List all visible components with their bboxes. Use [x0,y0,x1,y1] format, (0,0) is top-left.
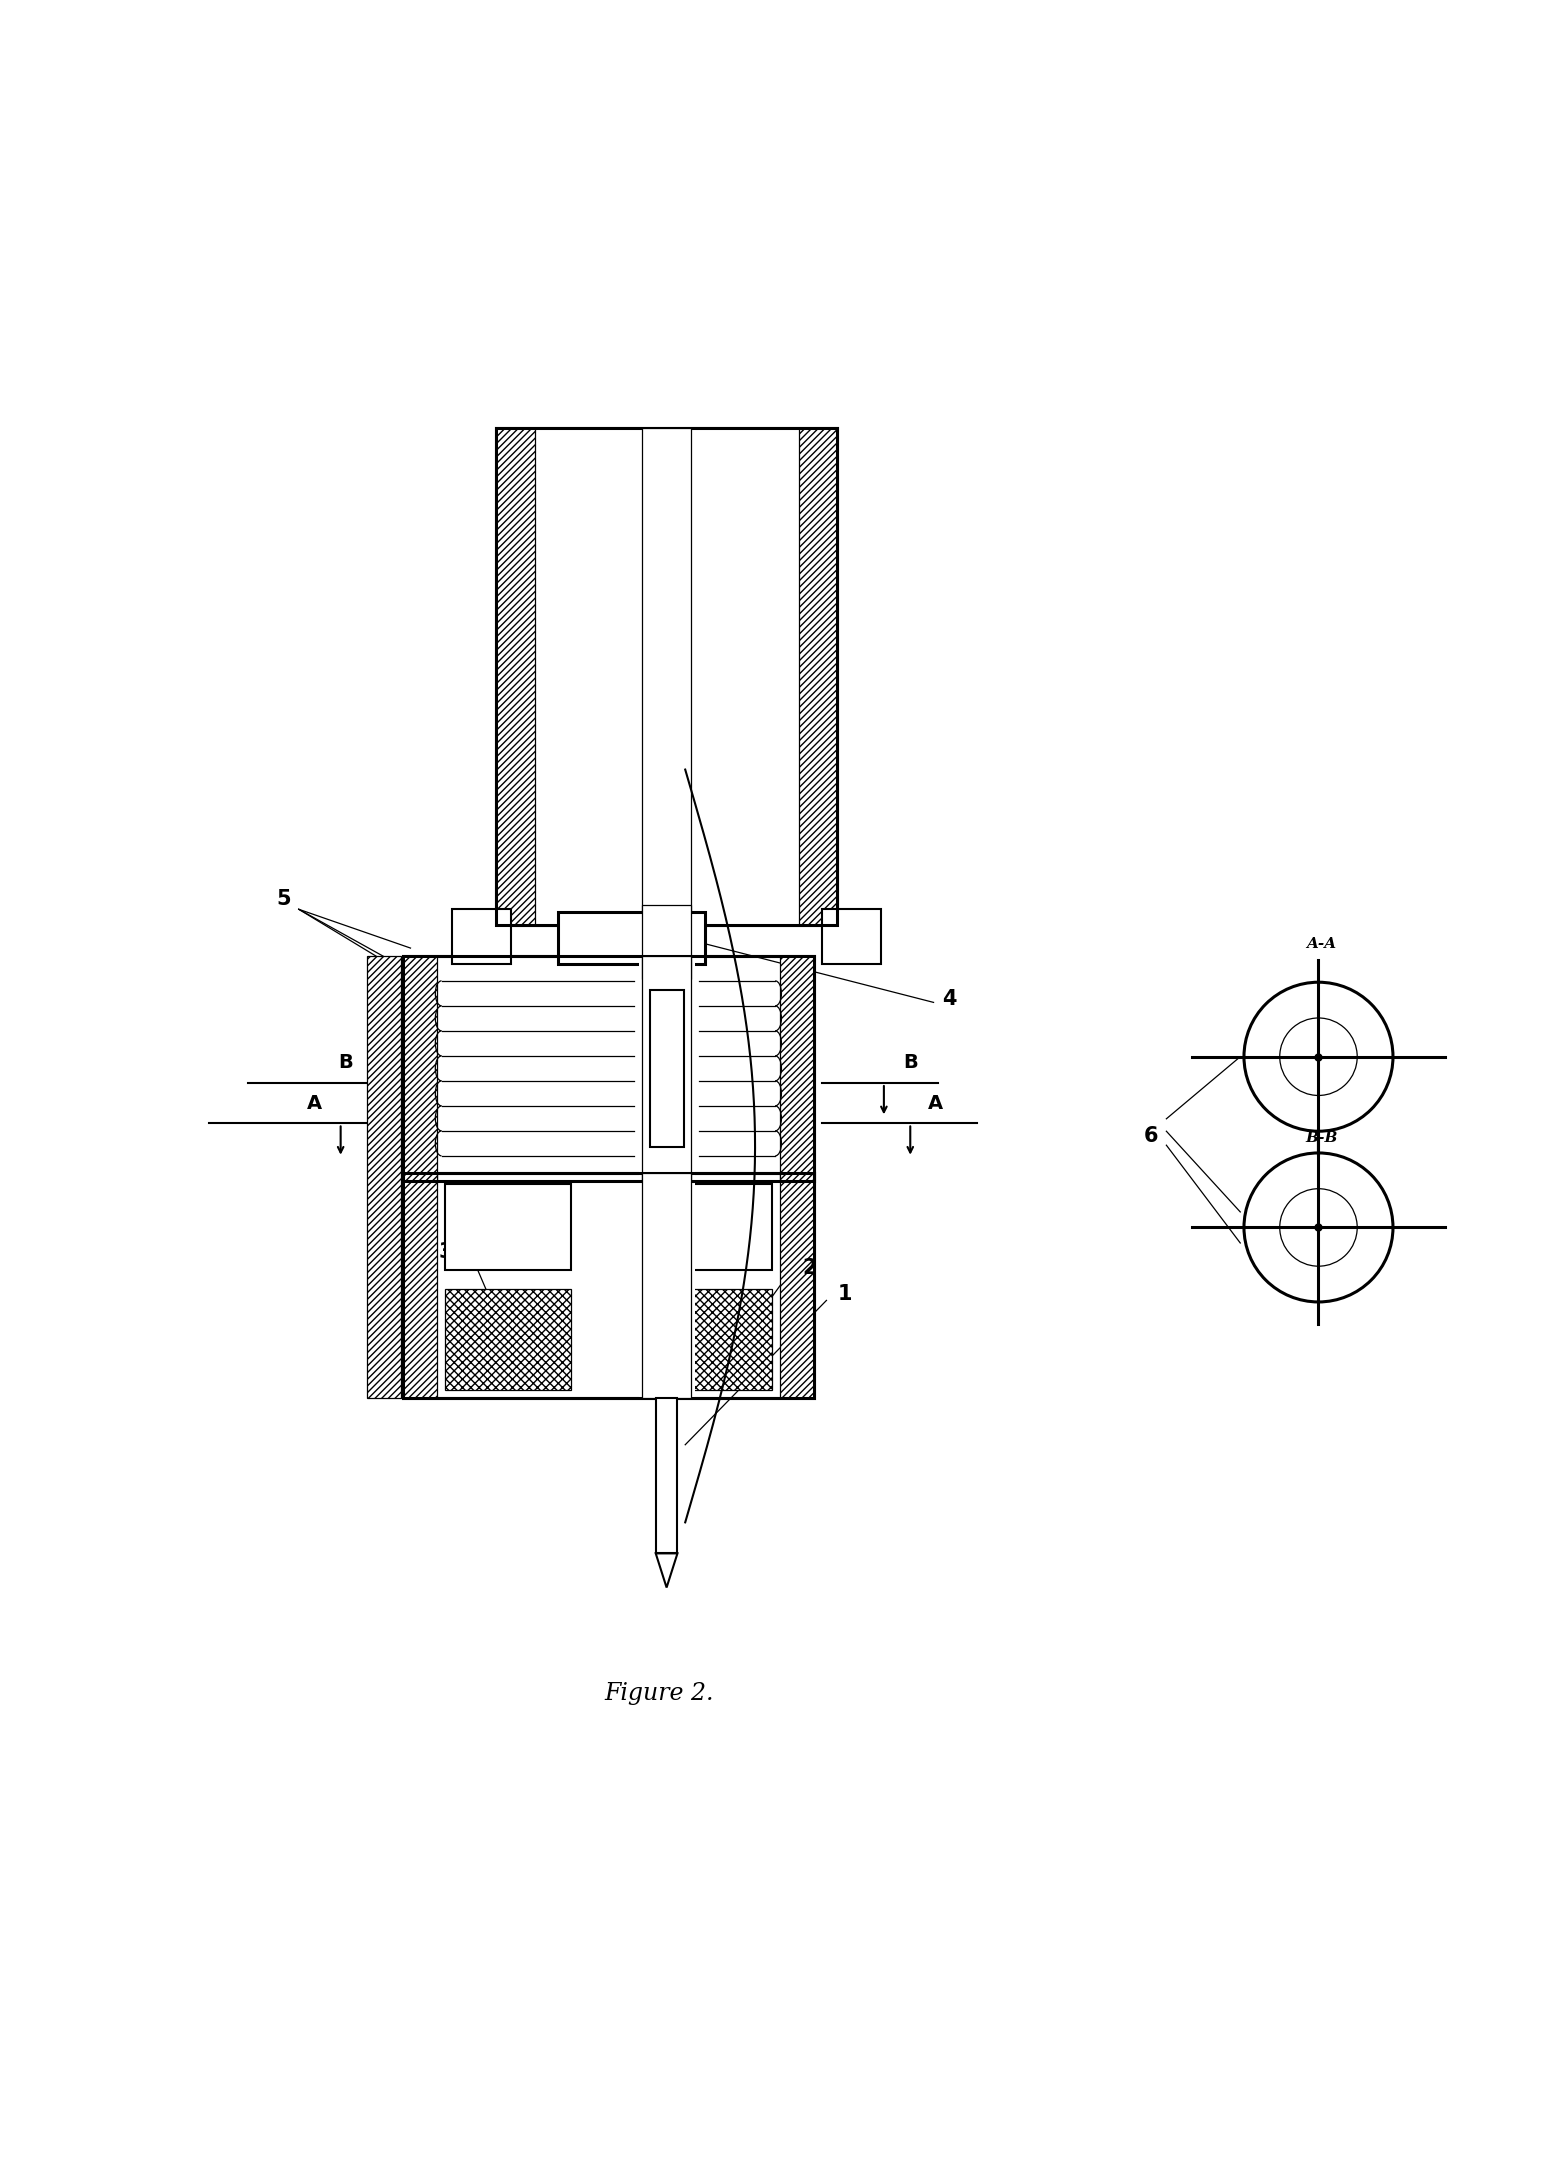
Bar [453,909,512,963]
Bar [780,957,814,1182]
Bar [445,1290,570,1391]
Text: 2: 2 [802,1257,816,1279]
Bar [647,1184,772,1270]
Bar [402,957,437,1182]
Bar [402,1173,814,1398]
Bar [402,1173,814,1398]
Bar [650,989,684,1147]
Text: 5: 5 [276,888,291,909]
Text: B: B [904,1054,918,1071]
Bar [534,428,799,924]
Bar [402,957,814,1182]
Bar [496,428,838,924]
Text: 3: 3 [438,1242,454,1261]
Text: 6: 6 [1143,1125,1159,1147]
Bar [647,1290,772,1391]
Bar [656,1398,678,1553]
Text: A-A: A-A [1306,937,1337,950]
Bar [799,428,838,924]
Text: A: A [927,1093,943,1112]
Bar [642,957,692,1182]
Bar [639,1173,695,1398]
Bar [402,1173,437,1398]
Bar [496,428,534,924]
Text: B-B: B-B [1306,1132,1337,1145]
Bar [642,905,692,978]
Text: Figure 2.: Figure 2. [604,1683,714,1704]
Bar [496,428,838,924]
Bar [639,957,695,1182]
Text: B: B [338,1054,352,1071]
Bar [557,912,705,963]
Text: 1: 1 [838,1285,852,1305]
Text: A: A [307,1093,323,1112]
Bar [780,1173,814,1398]
Polygon shape [656,1553,678,1588]
Bar [402,957,814,1182]
Text: 4: 4 [941,989,957,1009]
Bar [822,909,880,963]
Bar [366,957,401,1398]
Bar [642,1173,692,1398]
Bar [445,1184,570,1270]
Bar [642,428,692,924]
